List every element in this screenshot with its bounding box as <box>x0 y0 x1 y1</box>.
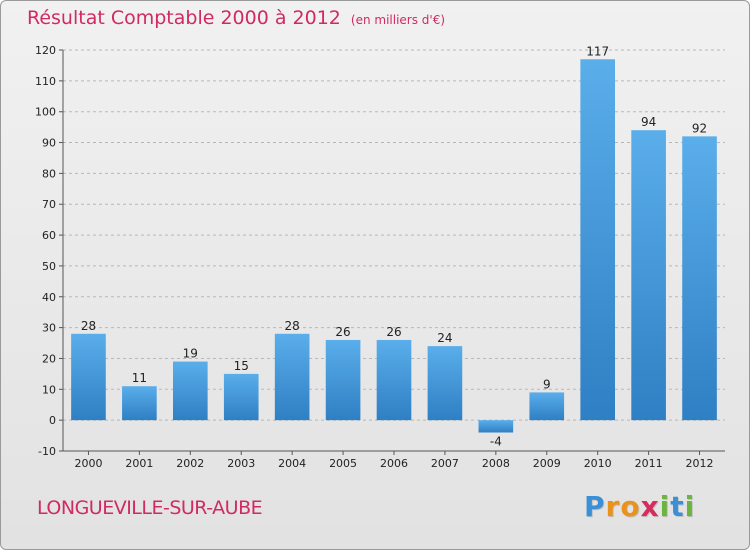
y-tick-label: 30 <box>42 322 56 335</box>
bar <box>274 333 310 421</box>
logo-letter: o <box>620 490 641 523</box>
data-label: 94 <box>641 115 656 129</box>
x-tick-label: 2010 <box>584 457 612 470</box>
data-label: 15 <box>234 359 249 373</box>
data-label: 28 <box>285 319 300 333</box>
y-tick-label: 20 <box>42 352 56 365</box>
logo-letter: P <box>584 490 606 523</box>
bar <box>427 346 463 421</box>
y-tick-label: 10 <box>42 383 56 396</box>
logo-letter: t <box>670 490 685 523</box>
x-tick-label: 2002 <box>176 457 204 470</box>
data-label: -4 <box>490 434 502 448</box>
y-tick-label: 50 <box>42 260 56 273</box>
x-tick-label: 2008 <box>482 457 510 470</box>
proxiti-logo: Proxiti <box>584 490 695 523</box>
y-tick-label: 0 <box>49 414 56 427</box>
bar <box>325 339 361 421</box>
x-tick-label: 2007 <box>431 457 459 470</box>
x-tick-label: 2000 <box>74 457 102 470</box>
x-tick-label: 2009 <box>533 457 561 470</box>
bar <box>122 386 157 421</box>
bar <box>172 361 208 421</box>
data-label: 24 <box>437 331 452 345</box>
logo-letter: i <box>684 490 696 523</box>
x-tick-label: 2006 <box>380 457 408 470</box>
y-tick-label: 120 <box>35 44 56 57</box>
bar <box>478 420 514 433</box>
bar <box>580 59 616 421</box>
bar <box>631 130 666 421</box>
x-tick-label: 2011 <box>635 457 663 470</box>
logo-letter: r <box>605 490 621 523</box>
bar <box>71 333 106 421</box>
y-tick-label: 100 <box>35 106 56 119</box>
y-tick-label: 90 <box>42 137 56 150</box>
y-tick-label: 60 <box>42 229 56 242</box>
data-label: 19 <box>183 347 198 361</box>
data-label: 26 <box>335 325 350 339</box>
commune-name: LONGUEVILLE-SUR-AUBE <box>37 497 263 519</box>
y-tick-label: 110 <box>35 75 56 88</box>
bar <box>223 373 259 421</box>
bar <box>682 136 717 421</box>
x-tick-label: 2012 <box>686 457 714 470</box>
x-tick-label: 2001 <box>125 457 153 470</box>
chart-title: Résultat Comptable 2000 à 2012 (en millie… <box>27 7 445 29</box>
y-tick-label: 40 <box>42 291 56 304</box>
data-label: 28 <box>81 319 96 333</box>
data-label: 92 <box>692 121 707 135</box>
x-tick-label: 2005 <box>329 457 357 470</box>
data-label: 26 <box>386 325 401 339</box>
chart-title-text: Résultat Comptable 2000 à 2012 <box>27 7 341 29</box>
bar <box>529 392 565 421</box>
logo-letter: x <box>640 490 660 523</box>
logo-letter: i <box>659 490 671 523</box>
x-tick-label: 2004 <box>278 457 306 470</box>
y-tick-label: -10 <box>38 445 56 458</box>
y-tick-label: 70 <box>42 198 56 211</box>
data-label: 11 <box>132 371 147 385</box>
data-label: 9 <box>543 377 551 391</box>
y-tick-label: 80 <box>42 167 56 180</box>
chart-subtitle: (en milliers d'€) <box>350 13 446 27</box>
bar <box>376 339 412 421</box>
data-label: 117 <box>586 44 609 58</box>
x-tick-label: 2003 <box>227 457 255 470</box>
